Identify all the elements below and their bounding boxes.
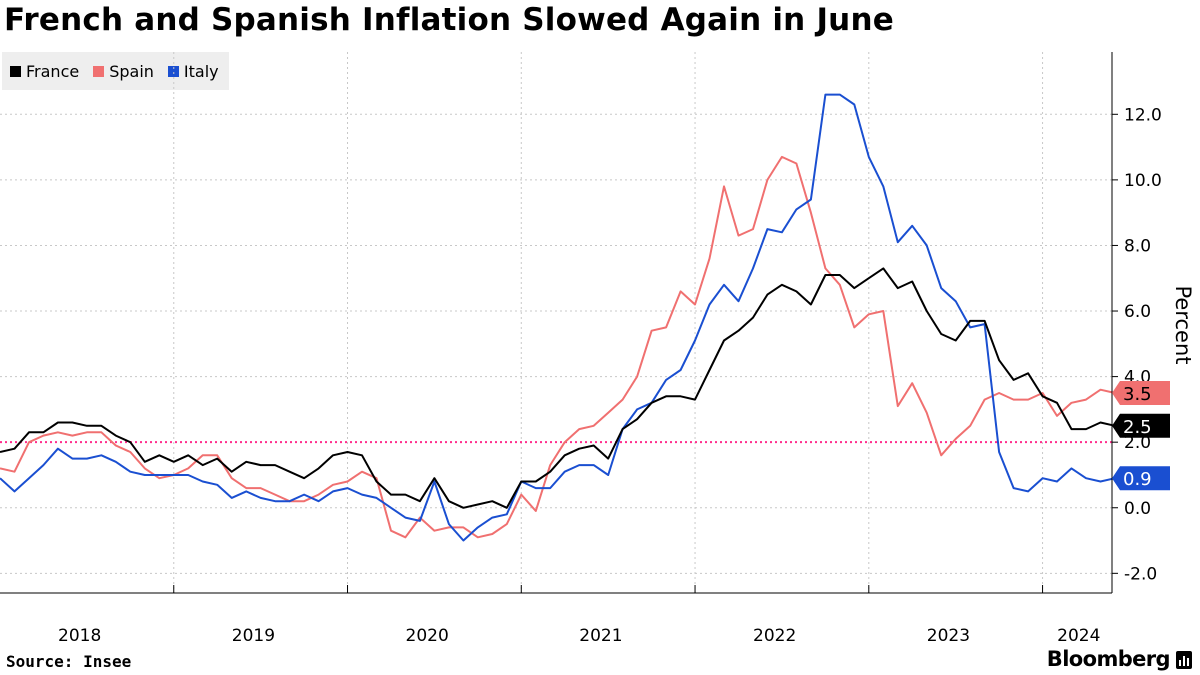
legend-swatch-spain	[93, 65, 105, 77]
series-line-spain	[0, 155, 1116, 539]
y-tick-label: 2.0	[1124, 433, 1151, 453]
end-label-box	[1112, 413, 1170, 438]
end-label-box	[1112, 380, 1170, 405]
source-note: Source: Insee	[6, 652, 132, 671]
y-tick-label: 10.0	[1124, 171, 1162, 191]
legend-swatch-italy	[167, 65, 179, 77]
y-tick-label: 6.0	[1124, 302, 1151, 322]
legend-swatch-france	[10, 65, 21, 77]
x-tick-label: 2018	[58, 626, 101, 646]
x-tick-label: 2021	[579, 626, 622, 646]
brand-logo: Bloomberg	[1046, 647, 1171, 671]
x-tick-label: 2020	[406, 626, 449, 646]
x-tick-label: 2023	[927, 626, 970, 646]
grid	[0, 52, 1112, 593]
legend-label-italy: Italy	[183, 61, 219, 81]
end-label-value: 2.5	[1123, 417, 1152, 438]
legend-item-italy: Italy	[167, 61, 219, 81]
y-tick-label: 0.0	[1124, 499, 1151, 519]
x-tick-label: 2019	[232, 626, 275, 646]
series-lines	[0, 93, 1116, 542]
end-label-value: 0.9	[1123, 469, 1152, 490]
y-tick-label: 8.0	[1124, 236, 1151, 256]
bloomberg-terminal-icon	[1176, 651, 1192, 669]
y-axis-title: Percent	[1171, 285, 1195, 364]
legend-item-spain: Spain	[93, 62, 154, 81]
end-label-italy: 0.9	[1112, 466, 1170, 491]
x-tick-label: 2022	[753, 626, 796, 646]
end-label-value: 3.5	[1123, 384, 1152, 405]
chart-title: French and Spanish Inflation Slowed Agai…	[4, 2, 894, 38]
y-tick-label: 12.0	[1124, 105, 1162, 125]
legend-label-spain: Spain	[109, 61, 154, 81]
end-label-spain: 3.5	[1112, 380, 1170, 405]
y-tick-label: -2.0	[1124, 564, 1157, 584]
legend-label-france: France	[26, 61, 80, 81]
x-tick-label: 2024	[1057, 626, 1100, 646]
legend-item-france: France	[10, 62, 79, 81]
series-line-italy	[0, 93, 1116, 542]
end-value-labels: 2.5 3.5 0.9	[1112, 380, 1170, 491]
end-label-box	[1112, 466, 1170, 491]
legend: France Spain Italy	[2, 52, 229, 90]
series-line-france	[0, 267, 1116, 509]
end-label-france: 2.5	[1112, 413, 1170, 438]
